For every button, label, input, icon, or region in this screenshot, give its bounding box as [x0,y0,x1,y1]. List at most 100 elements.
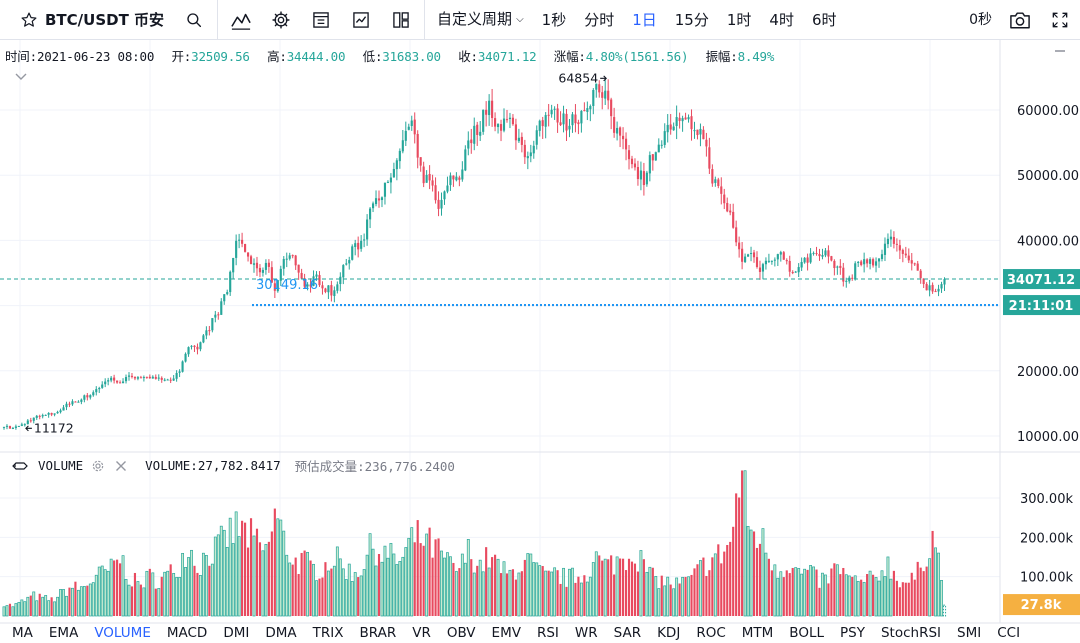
close-icon[interactable] [115,460,127,472]
candle [264,259,267,275]
screenshot-button[interactable] [1000,0,1040,40]
tab-stochrsi[interactable]: StochRSI [880,625,942,641]
tab-roc[interactable]: ROC [696,625,726,641]
candle-body [71,401,74,405]
volume-bar [344,579,348,617]
candle [660,140,663,149]
low-label: 低: [362,49,383,64]
volume-bar [907,582,910,616]
visibility-toggle-icon[interactable] [12,460,28,472]
candle [574,104,577,133]
interval-15m[interactable]: 15分 [674,10,709,29]
volume-bar [856,581,860,617]
candle [580,110,583,133]
tab-kdj[interactable]: KDJ [657,625,681,641]
volume-axis[interactable]: 300.00k 200.00k 100.00k [1020,492,1073,586]
tab-volume[interactable]: VOLUME [94,625,151,641]
tab-vr[interactable]: VR [412,625,431,641]
tab-brar[interactable]: BRAR [359,625,397,641]
tab-cci[interactable]: CCI [997,625,1021,641]
candle [577,119,580,135]
layout-button[interactable] [301,0,341,40]
symbol-selector[interactable]: BTC/USDT 币安 [0,0,174,40]
candle-body [738,242,741,250]
candle-body [145,376,148,378]
volume-bar [720,563,723,616]
candle-body [279,268,282,281]
interval-4h[interactable]: 4时 [769,10,794,29]
candle-body [827,250,830,257]
price-axis[interactable]: 60000.00 50000.00 40000.00 20000.00 10000.00 [1017,104,1079,445]
interval-1d[interactable]: 1日 [632,10,657,29]
volume-bar [440,550,443,617]
candle [809,248,812,264]
candle [616,121,619,141]
interval-timeline[interactable]: 分时 [584,10,615,29]
tab-obv[interactable]: OBV [446,625,476,641]
split-layout-button[interactable] [381,0,421,40]
candle [842,262,845,287]
candle [904,246,907,258]
tab-emv[interactable]: EMV [491,625,521,641]
candle-body [285,258,288,260]
candle [898,239,901,260]
chart-type-button[interactable] [341,0,381,40]
tab-macd[interactable]: MACD [166,625,208,641]
candle [74,401,77,403]
volume-bar [62,589,65,617]
candle-body [261,269,265,273]
tab-boll[interactable]: BOLL [789,625,824,641]
chevron-down-icon[interactable] [14,72,28,82]
volume-bar [303,550,306,616]
volume-bar [419,543,422,616]
interval-1s[interactable]: 1秒 [541,10,567,29]
indicators-button[interactable] [221,0,261,40]
tab-dma[interactable]: DMA [265,625,297,641]
tab-sar[interactable]: SAR [613,625,642,641]
candle [371,201,375,213]
volume-bar [32,591,36,617]
custom-period-dropdown[interactable]: 自定义周期 ⌵ [428,0,533,40]
candle-body [508,117,512,120]
candle [529,144,532,163]
minimize-icon[interactable] [1054,45,1066,57]
volume-bar [196,572,199,616]
volume-bar [219,525,223,617]
interval-1h[interactable]: 1时 [726,10,752,29]
tab-rsi[interactable]: RSI [536,625,559,641]
star-icon[interactable] [20,11,38,29]
gear-icon[interactable] [91,459,105,473]
fullscreen-button[interactable] [1040,0,1080,40]
settings-button[interactable] [261,0,301,40]
candle-body [297,264,300,273]
candle-body [601,92,604,98]
volume-bar [309,560,312,616]
candle [208,325,211,336]
countdown-setting[interactable]: 0秒 [969,11,992,28]
tab-mtm[interactable]: MTM [741,625,774,641]
candle-body [419,157,422,166]
tab-ema[interactable]: EMA [48,625,79,641]
search-button[interactable] [174,0,214,40]
candle [383,182,387,205]
tab-wr[interactable]: WR [574,625,598,641]
candle-body [315,274,318,277]
candle [874,257,878,273]
candle [833,259,836,276]
volume-bar [476,565,479,616]
tab-smi[interactable]: SMI [957,625,982,641]
tab-trix[interactable]: TRIX [312,625,344,641]
volume-bar [529,553,533,617]
candle-body [726,202,729,212]
tab-dmi[interactable]: DMI [223,625,250,641]
candle [38,414,41,420]
tab-ma[interactable]: MA [12,625,33,641]
candle-body [74,401,77,403]
candle [860,259,863,267]
volume-bar [526,553,530,617]
candle [711,164,714,187]
tab-psy[interactable]: PSY [840,625,865,641]
interval-6h[interactable]: 6时 [811,10,837,29]
candle [675,105,678,140]
